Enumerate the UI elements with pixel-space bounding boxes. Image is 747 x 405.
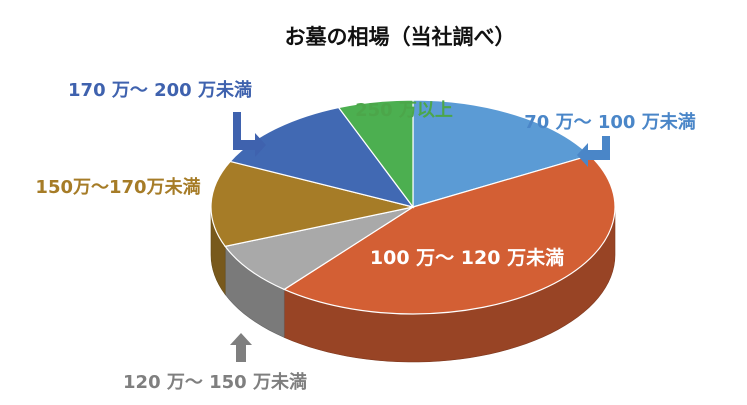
slice-label-2: 120 万～ 150 万未満 (123, 371, 307, 393)
slice-labels: 70 万～ 100 万未満 100 万～ 120 万未満 120 万～ 150 万未… (35, 79, 695, 393)
pie-slice-0 (412, 99, 592, 208)
slice-label-4: 170 万～ 200 万未満 (68, 79, 252, 101)
callout-arrows (230, 112, 610, 362)
pie-slice-3 (210, 160, 414, 248)
slice-label-1: 100 万～ 120 万未満 (370, 246, 564, 269)
slice-label-3: 150万～170万未満 (35, 176, 200, 198)
pie-slices (210, 99, 616, 315)
callout-arrow-icon (230, 333, 252, 362)
slice-label-5: 250 万以上 (355, 100, 453, 121)
pie-slice-4 (229, 106, 415, 208)
callout-arrow-icon (577, 136, 610, 167)
callout-arrow-icon (233, 112, 266, 157)
pie-slice-5 (337, 99, 414, 209)
slice-label-0: 70 万～ 100 万未満 (524, 111, 695, 133)
pie-slice-1 (282, 154, 616, 315)
pie-slice-2 (224, 206, 414, 291)
chart-title: お墓の相場（当社調べ） (285, 25, 516, 49)
